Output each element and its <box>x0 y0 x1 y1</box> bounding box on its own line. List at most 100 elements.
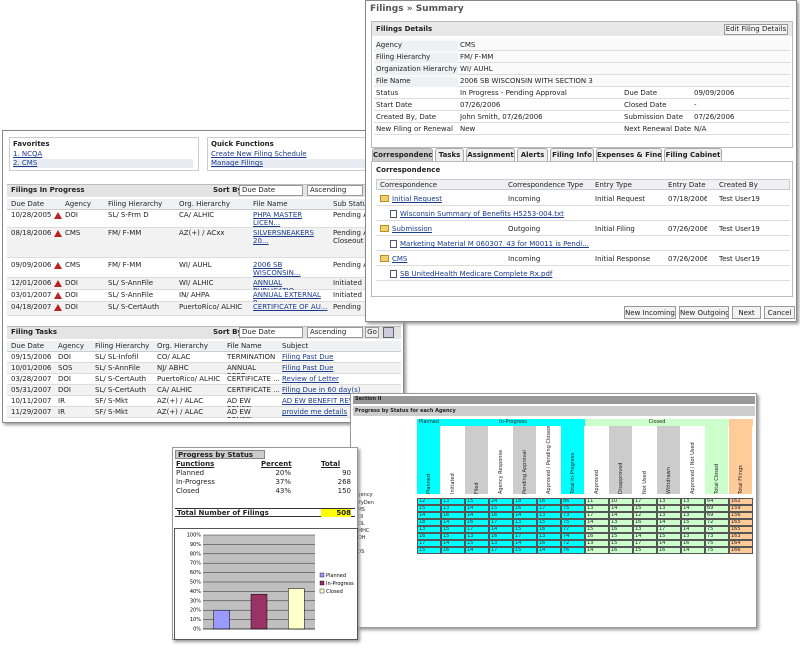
button[interactable]: Next <box>732 306 761 319</box>
agency-report: Section II Progress by Status for each Ag… <box>350 393 757 628</box>
favorite-link[interactable]: 2. CMS <box>13 159 193 168</box>
table-cell: Test User19 <box>719 255 760 263</box>
table-cell[interactable]: SILVERSNEAKERS 20... <box>253 229 314 245</box>
tab[interactable]: Assignment <box>466 148 515 161</box>
tab[interactable]: Correspondence <box>372 148 433 161</box>
field-value: CMS <box>460 41 476 49</box>
button[interactable]: New Outgoing <box>679 306 729 319</box>
table-cell[interactable]: 2006 SB WISCONSIN... <box>253 261 301 277</box>
data-cell: 64 <box>705 498 729 505</box>
data-cell: 16 <box>489 512 513 519</box>
data-cell: 15 <box>681 519 705 526</box>
field-row <box>374 39 790 51</box>
data-cell: 13 <box>585 505 609 512</box>
legend-label: Closed <box>326 589 343 595</box>
data-cell: 17 <box>537 505 561 512</box>
field-label: Organization Hierarchy <box>376 65 458 75</box>
tab[interactable]: Alerts <box>517 148 548 161</box>
column-header: Not Used <box>633 426 657 494</box>
table-cell[interactable]: Filing Due in 60 day(s) <box>282 386 361 394</box>
quick-function-link[interactable]: Manage Filings <box>211 159 391 168</box>
table-cell[interactable]: AD EW BENEFIT REVIEW <box>282 397 367 405</box>
table-cell[interactable]: Filing Past Due <box>282 364 334 372</box>
data-cell: 16 <box>489 533 513 540</box>
tab[interactable]: Tasks <box>435 148 464 161</box>
column-header: Total In-Progress <box>561 426 585 494</box>
table-cell: Initiated <box>333 291 362 299</box>
data-cell: 14 <box>513 540 537 547</box>
table-cell: 08/18/2006 <box>11 229 52 237</box>
attachment-link[interactable]: SB UnitedHealth Medicare Complete Rx.pdf <box>400 270 553 278</box>
sort-order-select[interactable]: Ascending <box>307 185 363 196</box>
data-cell: 16 <box>537 526 561 533</box>
table-cell[interactable]: Submission <box>392 225 433 233</box>
table-cell: Initial Filing <box>595 225 635 233</box>
sort-field-select[interactable]: Due Date <box>239 327 303 338</box>
quick-function-link[interactable]: Create New Filing Schedule <box>211 150 307 158</box>
column-header: Filing Hierarchy <box>108 200 163 208</box>
data-cell: 16 <box>537 498 561 505</box>
column-header: Approved <box>585 426 609 494</box>
table-cell[interactable]: ANNUAL EXTERNAL R... <box>253 291 321 302</box>
attachment-link[interactable]: Marketing Material M 060307_43 for M0011… <box>400 240 589 248</box>
tab[interactable]: Expenses & Fines <box>596 148 662 161</box>
table-cell: 04/18/2007 <box>11 303 52 311</box>
group-header-fill <box>729 419 753 426</box>
alert-icon <box>54 230 62 237</box>
table-row <box>7 210 401 228</box>
data-cell: 15 <box>657 533 681 540</box>
button[interactable]: Cancel <box>764 306 795 319</box>
edit-button[interactable]: Edit Filing Details <box>724 24 788 35</box>
data-cell: 13 <box>681 512 705 519</box>
table-cell[interactable]: Initial Request <box>392 195 443 203</box>
table-cell: IR <box>58 397 65 405</box>
table-cell[interactable]: Review of Letter <box>282 375 339 383</box>
column-header: Total <box>321 460 341 468</box>
alert-icon <box>54 262 62 269</box>
data-cell: 15 <box>537 519 561 526</box>
table-cell: SL/ S-CertAuth <box>95 375 147 383</box>
go-button[interactable]: Go <box>365 327 379 338</box>
table-cell[interactable]: CMS <box>392 255 408 263</box>
column-header: Entry Date <box>668 181 706 189</box>
data-cell: 74 <box>561 533 585 540</box>
data-cell: 156 <box>729 512 753 519</box>
data-cell: 16 <box>441 547 465 554</box>
details-header <box>372 22 792 36</box>
table-cell[interactable]: ANNUAL PUBLICATIO... <box>253 279 301 290</box>
column-header: Planned <box>417 426 441 494</box>
data-cell: 13 <box>537 533 561 540</box>
data-cell: 75 <box>705 547 729 554</box>
sort-field-select[interactable]: Due Date <box>239 185 303 196</box>
button[interactable]: New Incoming <box>624 306 676 319</box>
data-cell: 14 <box>441 519 465 526</box>
favorite-link[interactable]: 1. NCQA <box>13 150 43 158</box>
data-cell: 14 <box>633 533 657 540</box>
table-cell[interactable]: Filing Past Due <box>282 353 334 361</box>
attachment-link[interactable]: Wisconsin Summary of Benefits H5253-004.… <box>400 210 564 218</box>
table-row <box>376 237 790 251</box>
table-cell[interactable]: PHPA MASTER LICEN... <box>253 211 303 227</box>
column-header: Agency <box>58 342 84 350</box>
column-header-row <box>376 179 790 190</box>
tab[interactable]: Filing Info <box>550 148 594 161</box>
data-cell: 14 <box>513 512 537 519</box>
data-cell: 13 <box>633 526 657 533</box>
table-cell[interactable]: provide me details <box>282 408 348 416</box>
legend-swatch <box>319 580 325 586</box>
sort-order-select[interactable]: Ascending <box>307 327 363 338</box>
tab[interactable]: Filing Cabinet <box>664 148 722 161</box>
progress-title: Progress by Status <box>175 450 265 459</box>
data-cell: 15 <box>417 505 441 512</box>
data-cell: 14 <box>465 505 489 512</box>
column-header: Created By <box>719 181 758 189</box>
table-cell[interactable]: CERTIFICATE OF AU... <box>253 303 328 311</box>
y-tick-label: 60% <box>190 570 201 576</box>
total-value: 508 <box>321 509 351 517</box>
data-cell: 75 <box>561 505 585 512</box>
column-header: Org. Hierarchy <box>179 200 230 208</box>
table-cell: 12/01/2006 <box>11 279 52 287</box>
column-header: Entry Type <box>595 181 632 189</box>
table-cell: 10/11/2007 <box>11 397 52 405</box>
progress-chart: 0% 10% 20% 30% 40% 50% 60% 70% 80% 90% 100% Planned… <box>174 528 358 640</box>
